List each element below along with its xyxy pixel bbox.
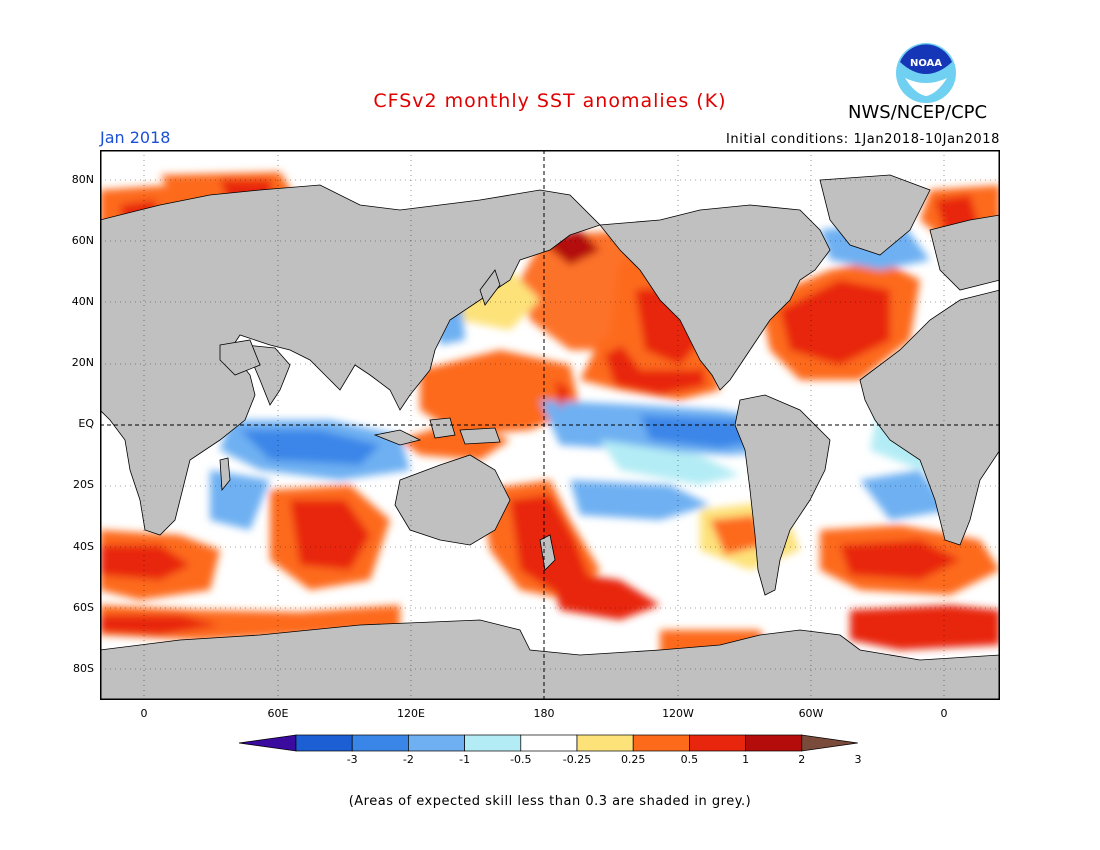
colorbar-tick-label: 3 (854, 753, 862, 766)
noaa-logo: NOAA (895, 42, 957, 104)
lat-label: 20S (73, 478, 94, 491)
colorbar-segment (295, 734, 353, 752)
lat-label: 80N (71, 173, 94, 186)
colorbar-tick-label: -0.25 (562, 753, 592, 766)
colorbar-segment (351, 734, 409, 752)
colorbar-tick-label: -1 (459, 753, 471, 766)
lon-label: 120W (662, 707, 694, 720)
colorbar-segment (576, 734, 634, 752)
colorbar-tick-label: 1 (742, 753, 750, 766)
initial-conditions: Initial conditions: 1Jan2018-10Jan2018 (725, 132, 1000, 147)
lon-label: 0 (940, 707, 948, 720)
landmasses (100, 174, 1000, 700)
noaa-logo-text: NOAA (910, 58, 942, 69)
colorbar-tick-label: -2 (402, 753, 414, 766)
colorbar-segment (689, 734, 746, 752)
chart-title: CFSv2 monthly SST anomalies (K) (373, 90, 727, 112)
lon-label: 60E (267, 707, 289, 720)
lat-label: 40S (73, 540, 94, 553)
sst-anomaly-map (100, 150, 1000, 700)
colorbar-tick-label: 2 (798, 753, 806, 766)
colorbar-tick-label: 0.5 (680, 753, 699, 766)
colorbar (238, 734, 858, 752)
colorbar-tick-label: -0.5 (510, 753, 532, 766)
colorbar-segment (464, 734, 522, 752)
map-frame (100, 150, 1000, 700)
lon-label: 60W (798, 707, 824, 720)
lat-label: 20N (71, 356, 94, 369)
lat-label: 80S (73, 662, 94, 675)
colorbar-segment (632, 734, 690, 752)
forecast-month: Jan 2018 (100, 128, 171, 147)
lon-label: 120E (397, 707, 425, 720)
gridlines (100, 150, 1000, 700)
lat-label: 60N (71, 234, 94, 247)
colorbar-segment (745, 734, 803, 752)
colorbar-segment (238, 734, 297, 752)
lat-label: 40N (71, 295, 94, 308)
lat-label: EQ (78, 417, 94, 430)
lat-label: 60S (73, 601, 94, 614)
organization-label: NWS/NCEP/CPC (848, 102, 988, 123)
footnote: (Areas of expected skill less than 0.3 a… (348, 794, 752, 809)
colorbar-tick-label: -3 (346, 753, 358, 766)
lon-label: 0 (140, 707, 148, 720)
colorbar-segment (520, 734, 578, 752)
colorbar-tick-label: 0.25 (620, 753, 646, 766)
colorbar-segment (801, 734, 858, 752)
colorbar-segment (408, 734, 465, 752)
lon-label: 180 (533, 707, 555, 720)
